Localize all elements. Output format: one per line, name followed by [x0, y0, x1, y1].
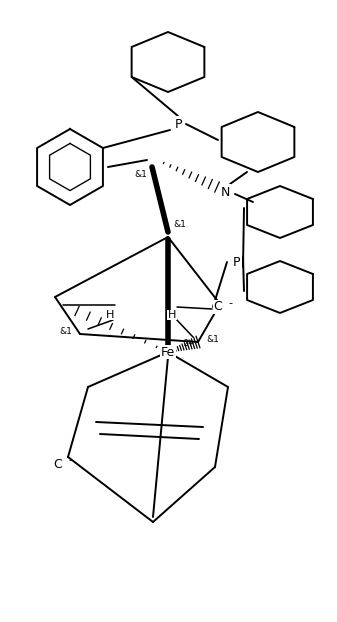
Text: P: P — [233, 256, 241, 269]
Text: P: P — [174, 118, 182, 131]
Text: -: - — [68, 455, 72, 465]
Text: &1: &1 — [173, 220, 186, 229]
Text: H: H — [106, 310, 114, 320]
Text: C: C — [214, 300, 222, 313]
Text: &1: &1 — [206, 335, 219, 345]
Text: &1: &1 — [59, 328, 72, 337]
Text: &1: &1 — [134, 170, 147, 179]
Text: 2+: 2+ — [184, 340, 195, 348]
Text: C: C — [54, 458, 62, 470]
Text: N: N — [220, 185, 230, 198]
Text: Fe: Fe — [161, 345, 175, 358]
Text: H: H — [168, 310, 176, 320]
Text: -: - — [228, 298, 232, 308]
